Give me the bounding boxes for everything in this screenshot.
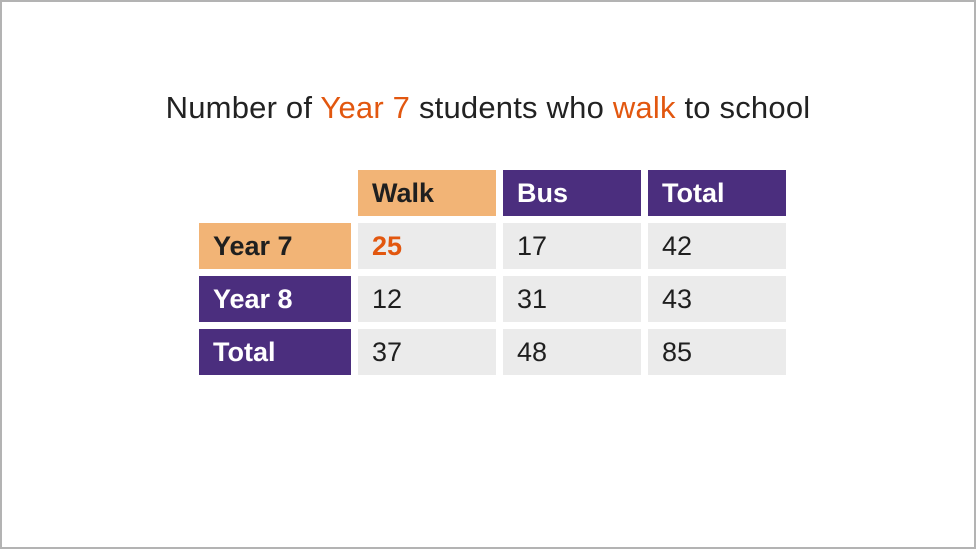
header-row: Walk Bus Total	[199, 170, 786, 216]
col-header-walk: Walk	[358, 170, 496, 216]
title-highlight-walk: walk	[612, 90, 676, 125]
cell-total-walk: 37	[358, 329, 496, 375]
cell-year7-total: 42	[648, 223, 786, 269]
table-row-year7: Year 7 25 17 42	[199, 223, 786, 269]
corner-cell	[199, 170, 351, 216]
col-header-bus: Bus	[503, 170, 641, 216]
title-highlight-year7: Year 7	[320, 90, 411, 125]
two-way-table: Walk Bus Total Year 7 25 17 42 Year 8 12…	[192, 163, 793, 382]
page-title: Number of Year 7 students who walk to sc…	[2, 90, 974, 126]
cell-total-bus: 48	[503, 329, 641, 375]
row-header-year7: Year 7	[199, 223, 351, 269]
title-segment: students who	[410, 90, 613, 125]
cell-year8-bus: 31	[503, 276, 641, 322]
cell-year8-total: 43	[648, 276, 786, 322]
cell-total-total: 85	[648, 329, 786, 375]
row-header-year8: Year 8	[199, 276, 351, 322]
cell-year7-bus: 17	[503, 223, 641, 269]
title-segment: Number of	[165, 90, 321, 125]
cell-year7-walk: 25	[358, 223, 496, 269]
col-header-total: Total	[648, 170, 786, 216]
title-segment: to school	[675, 90, 811, 125]
row-header-total: Total	[199, 329, 351, 375]
table-row-total: Total 37 48 85	[199, 329, 786, 375]
cell-year8-walk: 12	[358, 276, 496, 322]
table-row-year8: Year 8 12 31 43	[199, 276, 786, 322]
